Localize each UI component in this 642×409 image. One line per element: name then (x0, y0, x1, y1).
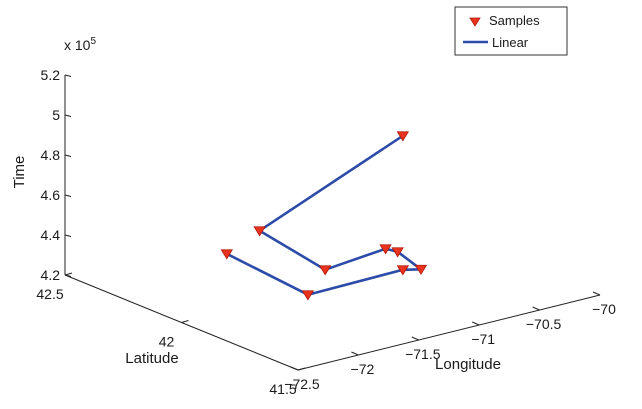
legend: Samples Linear (454, 6, 568, 56)
z-exponent-label: x 105 (64, 36, 96, 53)
y-tick-label-1: 42 (159, 334, 175, 350)
data-layer (220, 131, 428, 301)
x-tick-label-3: −71 (471, 331, 495, 347)
sample-point-6 (318, 265, 332, 276)
z-tick-1 (64, 234, 72, 237)
x-axis-line (297, 294, 601, 371)
z-tick-0 (64, 274, 72, 277)
x-tick-3 (472, 321, 480, 326)
y-tick-label-2: 42.5 (36, 286, 63, 302)
z-tick-label-2: 4.6 (41, 187, 61, 203)
x-tick-label-4: −70.5 (526, 316, 562, 332)
y-tick-label-0: 41.5 (269, 381, 296, 397)
sample-point-3 (414, 264, 428, 276)
x-tick-label-1: −72 (351, 361, 375, 377)
z-tick-5 (64, 74, 72, 77)
y-tick-1 (181, 320, 189, 323)
x-tick-0 (290, 366, 299, 371)
x-tick-label-5: −70 (592, 301, 616, 317)
sample-point-0 (220, 249, 234, 260)
legend-label-samples: Samples (489, 13, 540, 28)
z-axis-title: Time (11, 156, 28, 189)
z-tick-label-3: 4.8 (41, 147, 61, 163)
sample-point-4 (391, 247, 404, 258)
legend-marker-samples (469, 17, 481, 27)
x-tick-1 (351, 351, 359, 356)
z-tick-label-1: 4.4 (41, 227, 61, 243)
z-tick-label-0: 4.2 (41, 267, 61, 283)
sample-point-1 (301, 290, 315, 301)
x-tick-5 (592, 291, 601, 296)
x-tick-4 (532, 306, 540, 311)
ticks-group (64, 74, 601, 371)
y-tick-0 (297, 367, 306, 371)
x-tick-2 (411, 336, 419, 341)
x-axis-title: Longitude (435, 356, 501, 373)
x-tick-label-0: −72.5 (284, 376, 320, 392)
sample-point-5 (379, 244, 392, 255)
z-tick-label-4: 5 (52, 107, 60, 123)
x-tick-label-2: −71.5 (405, 346, 441, 362)
z-tick-label-5: 5.2 (41, 67, 61, 83)
z-tick-2 (64, 194, 72, 197)
axes-group (64, 75, 601, 371)
legend-label-linear: Linear (492, 35, 529, 50)
sample-point-8 (396, 131, 410, 142)
sample-point-7 (253, 226, 266, 237)
z-tick-4 (64, 114, 72, 117)
y-tick-2 (64, 272, 73, 276)
y-axis-title: Latitude (125, 350, 178, 367)
sample-point-2 (396, 265, 410, 276)
z-tick-3 (64, 154, 72, 157)
tick-labels-group: −72.5 −72 −71.5 −71 −70.5 −70 41.5 42 42.5 4.2 4.4… (36, 67, 616, 397)
legend-box (454, 6, 568, 56)
